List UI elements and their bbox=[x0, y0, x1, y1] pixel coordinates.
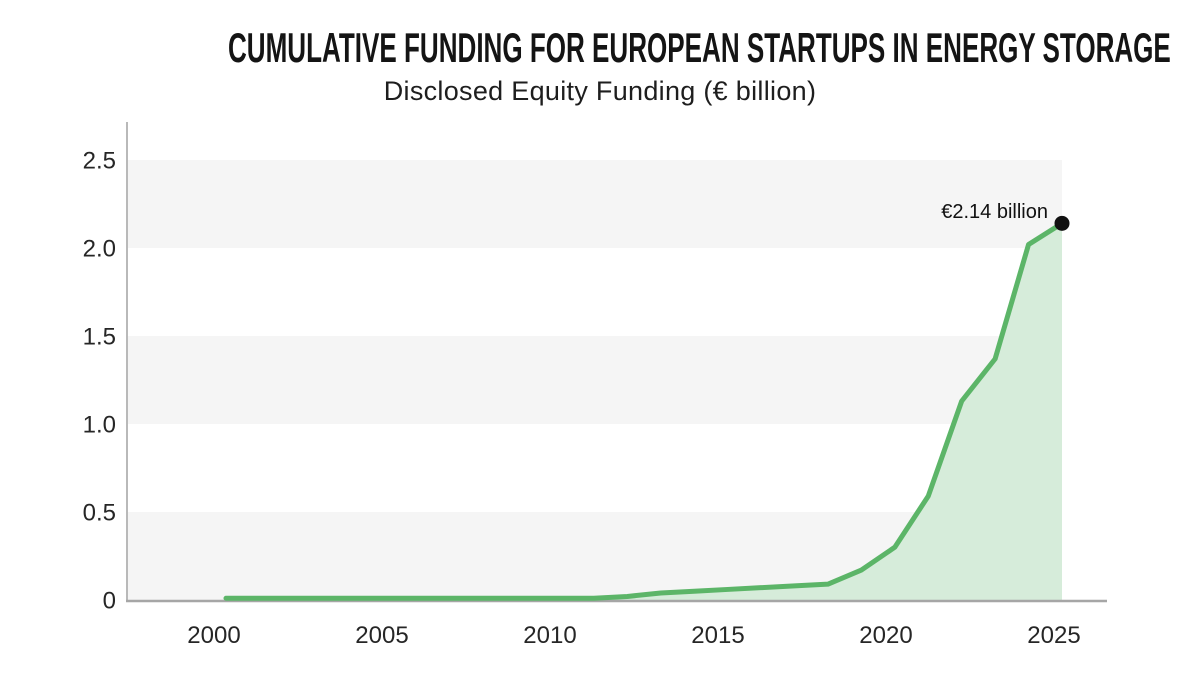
endpoint-dot bbox=[1054, 215, 1070, 231]
y-tick-label: 2.5 bbox=[83, 148, 116, 175]
y-tick-label: 0 bbox=[103, 588, 116, 615]
x-tick-label: 2015 bbox=[691, 622, 744, 649]
area-fill bbox=[226, 223, 1062, 602]
x-tick-label: 2025 bbox=[1027, 622, 1080, 649]
y-tick-label: 0.5 bbox=[83, 500, 116, 527]
y-tick-label: 1.0 bbox=[83, 412, 116, 439]
y-tick-label: 1.5 bbox=[83, 324, 116, 351]
grid-band bbox=[128, 336, 1062, 424]
chart-subtitle: Disclosed Equity Funding (€ billion) bbox=[383, 76, 817, 106]
x-tick-label: 2010 bbox=[523, 622, 576, 649]
trend-line bbox=[223, 220, 1065, 601]
x-tick-label: 2005 bbox=[355, 622, 408, 649]
y-tick-label: 2.0 bbox=[83, 236, 116, 263]
x-tick-label: 2000 bbox=[187, 622, 240, 649]
endpoint-annotation: €2.14 billion bbox=[941, 201, 1048, 223]
x-tick-label: 2020 bbox=[859, 622, 912, 649]
grid-band bbox=[128, 160, 1062, 248]
